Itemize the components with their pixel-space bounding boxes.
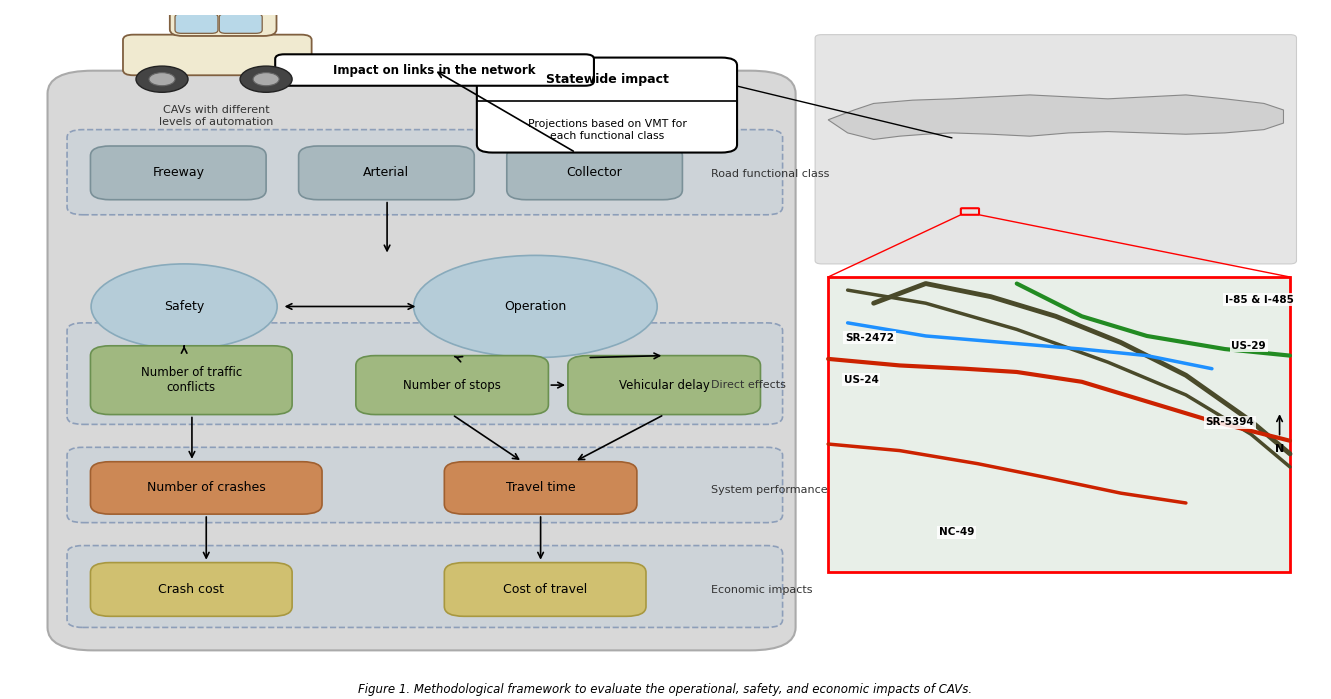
- FancyBboxPatch shape: [276, 55, 594, 86]
- Text: Road functional class: Road functional class: [711, 168, 829, 178]
- Text: Number of traffic
conflicts: Number of traffic conflicts: [141, 366, 242, 394]
- FancyBboxPatch shape: [355, 356, 548, 415]
- Text: Direct effects: Direct effects: [711, 380, 785, 390]
- FancyBboxPatch shape: [170, 8, 277, 36]
- Circle shape: [136, 66, 188, 92]
- FancyBboxPatch shape: [445, 563, 646, 617]
- FancyBboxPatch shape: [445, 462, 636, 514]
- Text: Freeway: Freeway: [152, 166, 204, 180]
- FancyBboxPatch shape: [91, 146, 266, 200]
- Text: Collector: Collector: [567, 166, 623, 180]
- Text: US-29: US-29: [1231, 341, 1266, 351]
- FancyBboxPatch shape: [67, 129, 783, 215]
- FancyBboxPatch shape: [298, 146, 474, 200]
- Circle shape: [240, 66, 291, 92]
- Text: Travel time: Travel time: [506, 482, 575, 494]
- Text: Number of crashes: Number of crashes: [146, 482, 266, 494]
- Text: Statewide impact: Statewide impact: [546, 73, 668, 86]
- FancyBboxPatch shape: [91, 346, 291, 415]
- FancyBboxPatch shape: [91, 462, 322, 514]
- Text: Number of stops: Number of stops: [403, 379, 500, 391]
- Text: CAVs with different
levels of automation: CAVs with different levels of automation: [160, 106, 274, 127]
- Text: Cost of travel: Cost of travel: [503, 583, 587, 596]
- FancyBboxPatch shape: [67, 323, 783, 424]
- Text: Figure 1. Methodological framework to evaluate the operational, safety, and econ: Figure 1. Methodological framework to ev…: [358, 682, 973, 696]
- FancyBboxPatch shape: [507, 146, 683, 200]
- Text: NC-49: NC-49: [938, 528, 974, 538]
- Text: SR-2472: SR-2472: [845, 333, 894, 343]
- FancyBboxPatch shape: [67, 545, 783, 628]
- Circle shape: [253, 73, 280, 86]
- Text: Impact on links in the network: Impact on links in the network: [333, 64, 536, 76]
- FancyBboxPatch shape: [815, 35, 1296, 264]
- Polygon shape: [828, 95, 1283, 140]
- FancyBboxPatch shape: [174, 14, 218, 34]
- Text: Projections based on VMT for
each functional class: Projections based on VMT for each functi…: [527, 119, 687, 140]
- FancyBboxPatch shape: [67, 447, 783, 523]
- Text: Economic impacts: Economic impacts: [711, 585, 812, 595]
- Text: Operation: Operation: [504, 300, 567, 313]
- FancyBboxPatch shape: [476, 57, 737, 152]
- FancyBboxPatch shape: [122, 35, 311, 75]
- Text: N: N: [1275, 444, 1284, 454]
- Text: I-85 & I-485: I-85 & I-485: [1225, 295, 1294, 305]
- Text: Crash cost: Crash cost: [158, 583, 225, 596]
- Text: Vehicular delay: Vehicular delay: [619, 379, 709, 391]
- FancyBboxPatch shape: [220, 14, 262, 34]
- Text: SR-5394: SR-5394: [1206, 417, 1254, 427]
- FancyBboxPatch shape: [828, 277, 1290, 572]
- FancyBboxPatch shape: [568, 356, 760, 415]
- Ellipse shape: [91, 264, 277, 349]
- Ellipse shape: [414, 255, 658, 358]
- Text: System performance: System performance: [711, 485, 828, 495]
- Text: Safety: Safety: [164, 300, 204, 313]
- Text: Arterial: Arterial: [363, 166, 410, 180]
- Circle shape: [149, 73, 174, 86]
- FancyBboxPatch shape: [91, 563, 291, 617]
- Text: US-24: US-24: [844, 375, 878, 385]
- FancyBboxPatch shape: [48, 71, 796, 650]
